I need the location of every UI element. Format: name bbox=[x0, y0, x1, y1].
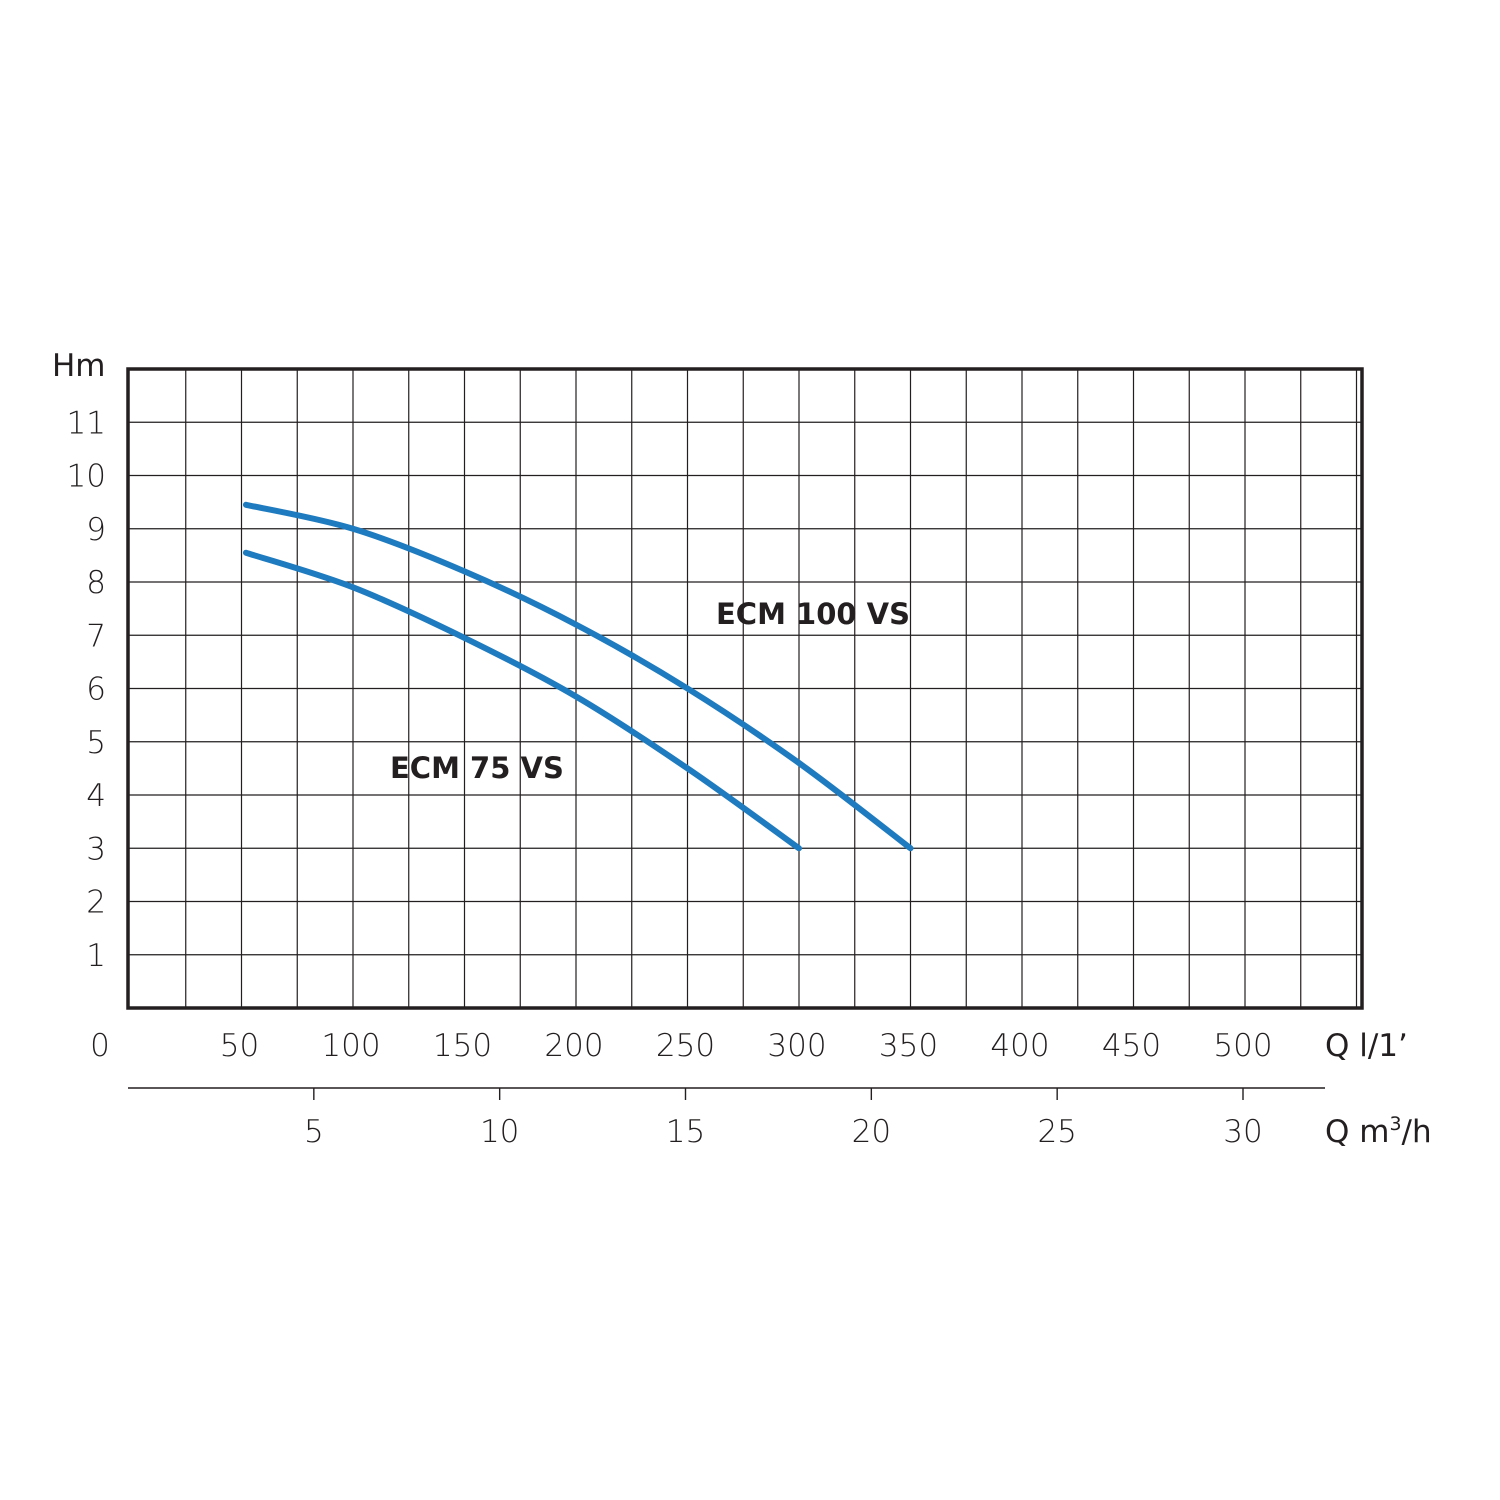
y-tick-label: 5 bbox=[86, 725, 106, 761]
curves bbox=[242, 501, 914, 852]
grid bbox=[128, 369, 1362, 1008]
x-tick-label: 300 bbox=[767, 1028, 826, 1064]
plot-frame bbox=[126, 367, 1364, 1010]
x-tick-label: 500 bbox=[1213, 1028, 1272, 1064]
x-tick-label: 400 bbox=[990, 1028, 1049, 1064]
y-tick-label: 1 bbox=[86, 938, 106, 974]
y-axis-label: Hm bbox=[52, 348, 106, 384]
x-tick-label: 250 bbox=[656, 1028, 715, 1064]
x-tick-label: 50 bbox=[220, 1028, 259, 1064]
x-tick-label: 0 bbox=[90, 1028, 110, 1064]
y-tick-label: 11 bbox=[67, 405, 106, 441]
x-tick-label: 150 bbox=[433, 1028, 492, 1064]
x-tick-label: 450 bbox=[1102, 1028, 1161, 1064]
y-tick-label: 8 bbox=[86, 565, 106, 601]
y-tick-label: 7 bbox=[86, 618, 106, 654]
x2-tick-label: 25 bbox=[1037, 1114, 1076, 1150]
x2-tick-label: 5 bbox=[304, 1114, 324, 1150]
y-tick-label: 4 bbox=[86, 778, 106, 814]
x2-axis-label: Q m3/h bbox=[1325, 1113, 1432, 1150]
x2-tick-label: 15 bbox=[666, 1114, 705, 1150]
series-label-ecm-75-vs: ECM 75 VS bbox=[390, 751, 564, 785]
y-tick-label: 6 bbox=[86, 672, 106, 708]
y-tick-label: 2 bbox=[86, 885, 106, 921]
x-tick-label: 350 bbox=[879, 1028, 938, 1064]
x2-tick-label: 20 bbox=[852, 1114, 891, 1150]
y-tick-label: 9 bbox=[86, 512, 106, 548]
y-tick-label: 10 bbox=[67, 459, 106, 495]
tick-labels: 1 2 3 4 5 6 7 8 9 10 11 0 50 100 150 200 250 300 350 400 450… bbox=[67, 405, 1273, 1150]
series-label-ecm-100-vs: ECM 100 VS bbox=[716, 597, 910, 631]
x2-tick-label: 10 bbox=[480, 1114, 519, 1150]
secondary-x-axis-ticks bbox=[313, 1088, 1244, 1100]
x2-tick-label: 30 bbox=[1223, 1114, 1262, 1150]
x-tick-label: 200 bbox=[544, 1028, 603, 1064]
series-line-ecm-75-vs bbox=[242, 549, 802, 852]
series-line-ecm-100-vs bbox=[242, 501, 914, 852]
y-tick-label: 3 bbox=[86, 831, 106, 867]
x-tick-label: 100 bbox=[321, 1028, 380, 1064]
x-axis-label: Q l/1’ bbox=[1325, 1028, 1408, 1064]
